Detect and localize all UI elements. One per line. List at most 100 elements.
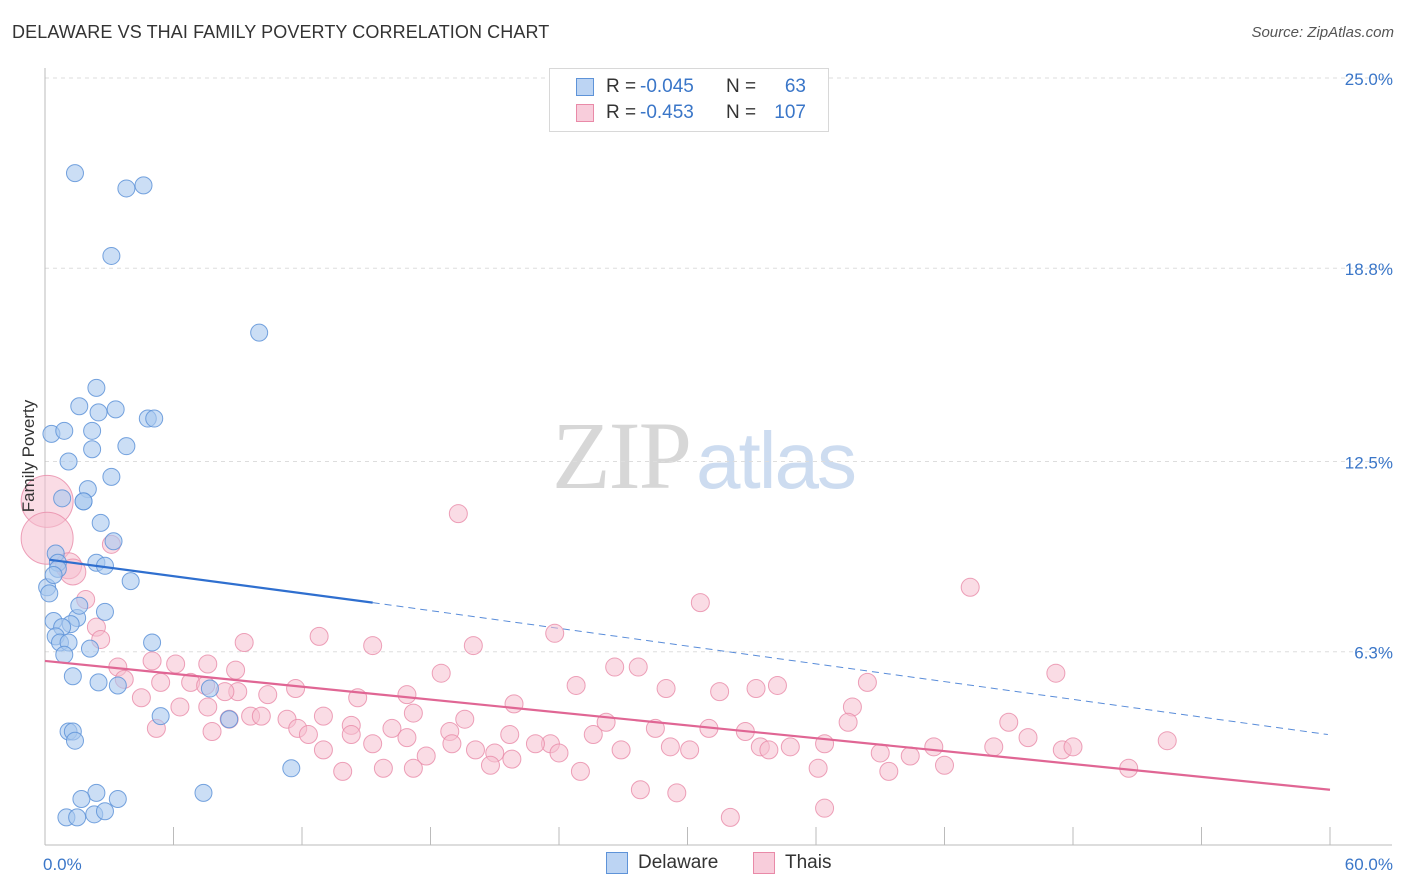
thais-point [465, 740, 485, 760]
delaware-points [38, 164, 301, 827]
trend-lines [44, 558, 1331, 791]
thais-point [166, 654, 186, 674]
thais-point [251, 706, 271, 726]
thais-point [746, 679, 766, 699]
delaware-point [220, 710, 239, 729]
thais-point [500, 725, 520, 745]
delaware-point [72, 789, 91, 808]
delaware-point [87, 783, 106, 802]
thais-point [142, 651, 162, 671]
thais-point [710, 682, 730, 702]
thais-point [924, 737, 944, 757]
thais-point [502, 749, 522, 769]
delaware-point [40, 584, 59, 603]
thais-point [583, 725, 603, 745]
delaware-point [59, 452, 78, 471]
thais-point [870, 743, 890, 763]
thais-trend-line [44, 659, 1331, 791]
thais-point [815, 798, 835, 818]
thais-points [20, 474, 1177, 827]
delaware-point [106, 400, 125, 419]
thais-point [151, 672, 171, 692]
thais-point [566, 675, 586, 695]
delaware-point [55, 645, 74, 664]
thais-point [373, 758, 393, 778]
bottom-legend-swatch-delaware [606, 852, 628, 874]
y-tick-label: 25.0% [1345, 70, 1393, 89]
thais-point [857, 672, 877, 692]
y-tick-label: 12.5% [1345, 454, 1393, 473]
legend-n-value: 107 [774, 102, 806, 123]
thais-point [363, 636, 383, 656]
tick-labels: 6.3% 12.5% 18.8% 25.0% 0.0% 60.0% [43, 70, 1393, 874]
thais-point [960, 577, 980, 597]
axes [44, 68, 1392, 846]
thais-point [611, 740, 631, 760]
delaware-point [108, 676, 127, 695]
delaware-trend-line [49, 558, 373, 604]
legend-n-label: N = [726, 76, 757, 97]
delaware-point [151, 707, 170, 726]
delaware-point [65, 731, 84, 750]
thais-point [660, 737, 680, 757]
thais-point [363, 734, 383, 754]
thais-point [341, 725, 361, 745]
delaware-point [95, 802, 114, 821]
watermark-atlas: atlas [696, 416, 857, 505]
thais-point [780, 737, 800, 757]
thais-point [455, 709, 475, 729]
thais-point [667, 783, 687, 803]
thais-point [630, 780, 650, 800]
thais-point [545, 623, 565, 643]
delaware-trend-extension [372, 602, 1328, 736]
chart-title: DELAWARE VS THAI FAMILY POVERTY CORRELAT… [12, 22, 550, 42]
thais-point [298, 725, 318, 745]
thais-point [234, 633, 254, 653]
thais-point [720, 807, 740, 827]
thais-point [258, 685, 278, 705]
thais-point [403, 703, 423, 723]
thais-point [403, 758, 423, 778]
delaware-point [91, 513, 110, 532]
legend-r-label: R = [606, 76, 637, 97]
watermark: ZIPatlas [552, 400, 857, 511]
delaware-point [44, 566, 63, 585]
thais-point [198, 697, 218, 717]
thais-point [1018, 728, 1038, 748]
grid-lines [45, 77, 1392, 653]
legend-r-value: -0.045 [640, 76, 694, 97]
thais-point [226, 660, 246, 680]
delaware-point [89, 673, 108, 692]
delaware-point [53, 489, 72, 508]
thais-point [382, 718, 402, 738]
delaware-point [194, 783, 213, 802]
delaware-point [55, 421, 74, 440]
bottom-legend-swatch-thais [753, 852, 775, 874]
thais-point [1157, 731, 1177, 751]
thais-point [480, 755, 500, 775]
delaware-point [102, 246, 121, 265]
bottom-legend: Delaware Thais [0, 852, 1406, 876]
trend-extension [372, 602, 1328, 736]
thais-point [131, 688, 151, 708]
thais-point [808, 758, 828, 778]
delaware-point [80, 639, 99, 658]
watermark-zip: ZIP [552, 402, 692, 509]
thais-point [463, 636, 483, 656]
thais-point [759, 740, 779, 760]
delaware-point [63, 667, 82, 686]
legend-swatch-delaware [576, 78, 594, 96]
y-tick-label: 6.3% [1354, 644, 1393, 663]
bottom-legend-thais: Thais [753, 852, 831, 874]
legend-swatch-thais [576, 104, 594, 122]
thais-point [504, 694, 524, 714]
legend-n-value: 63 [784, 76, 806, 97]
bottom-legend-label-thais: Thais [785, 852, 832, 873]
thais-point [645, 718, 665, 738]
thais-point [549, 743, 569, 763]
thais-point [570, 761, 590, 781]
thais-point [628, 657, 648, 677]
thais-point [313, 706, 333, 726]
thais-point [838, 712, 858, 732]
